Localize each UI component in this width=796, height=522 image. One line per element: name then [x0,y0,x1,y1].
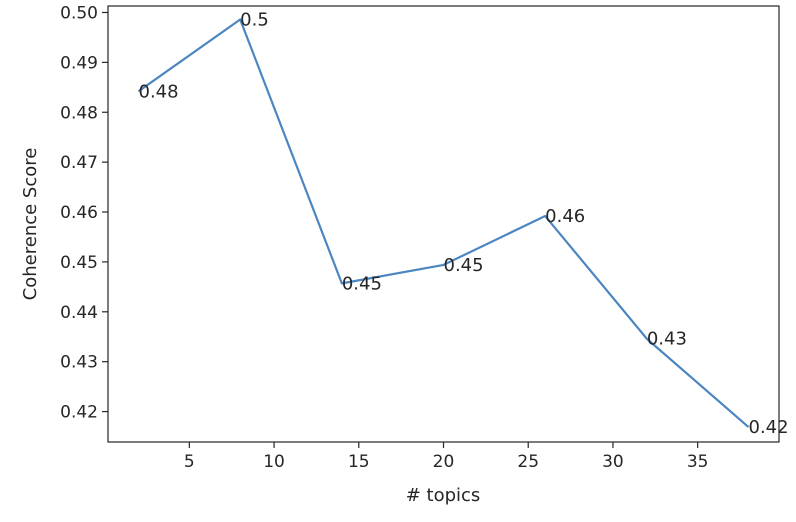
point-labels: 0.48 0.5 0.45 0.45 0.46 0.43 0.42 [139,9,789,438]
series-line [137,18,750,428]
y-tick-label: 0.47 [60,153,98,173]
plot-background [108,6,779,442]
point-label: 0.45 [444,255,484,276]
point-label: 0.48 [139,81,179,102]
x-tick-label: 25 [517,452,539,472]
y-tick-label: 0.50 [60,3,98,23]
y-tick-label: 0.45 [60,253,98,273]
x-tick-label: 20 [433,452,455,472]
y-axis: 0.42 0.43 0.44 0.45 0.46 0.47 0.48 0.49 0.50 [60,3,108,423]
y-tick-label: 0.43 [60,353,98,373]
x-axis: 5 10 15 20 25 30 35 [184,442,709,472]
x-tick-label: 10 [263,452,285,472]
point-label: 0.46 [545,206,585,227]
point-label: 0.45 [342,273,382,294]
x-tick-label: 15 [348,452,370,472]
point-label: 0.42 [749,417,789,438]
x-axis-label: # topics [406,485,481,506]
y-tick-label: 0.48 [60,103,98,123]
x-tick-label: 35 [687,452,709,472]
x-tick-label: 5 [184,452,195,472]
y-axis-label: Coherence Score [20,148,41,301]
y-tick-label: 0.42 [60,403,98,423]
y-tick-label: 0.44 [60,303,98,323]
plot-frame [107,5,780,443]
x-tick-label: 30 [602,452,624,472]
y-tick-label: 0.49 [60,53,98,73]
point-label: 0.5 [240,9,269,30]
y-tick-label: 0.46 [60,203,98,223]
point-label: 0.43 [647,329,687,350]
